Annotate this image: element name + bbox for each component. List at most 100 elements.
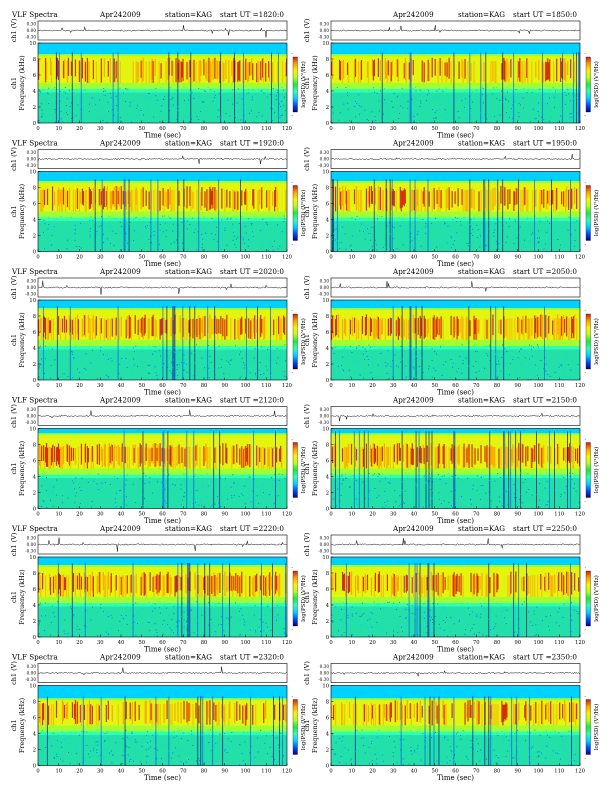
x-tick-label: 20 xyxy=(76,126,83,132)
x-tick-label: 40 xyxy=(411,126,418,132)
panel-station: station=KAG xyxy=(165,524,212,533)
x-axis-label: Time (sec) xyxy=(144,260,181,268)
y-tick-label: 6 xyxy=(326,458,329,464)
x-tick-label: 60 xyxy=(159,769,166,775)
x-axis-label: Time (sec) xyxy=(144,774,181,782)
x-tick-label: 50 xyxy=(431,640,438,646)
waveform-trace xyxy=(330,153,581,161)
colorbar xyxy=(585,442,591,498)
y-axis-label: Frequency (kHz) xyxy=(18,440,26,496)
colorbar-tick-label: - xyxy=(585,500,587,505)
panel-start-time: start UT =1850:0 xyxy=(513,10,577,19)
x-tick-label: 90 xyxy=(514,769,521,775)
y-tick-label: 0 xyxy=(326,121,329,127)
x-tick-label: 20 xyxy=(369,512,376,518)
x-tick-label: 110 xyxy=(554,640,564,646)
waveform-axis-label: ch1 (V) xyxy=(10,661,18,685)
x-axis-label: Time (sec) xyxy=(437,389,474,397)
y-tick-label: 2 xyxy=(33,233,36,239)
x-tick-label: 100 xyxy=(534,769,544,775)
y-tick-label: 6 xyxy=(326,201,329,207)
y-axis-label: Frequency (kHz) xyxy=(311,569,319,625)
x-tick-label: 40 xyxy=(118,769,125,775)
waveform-axis-label: ch1 (V) xyxy=(303,275,311,299)
x-tick-label: 100 xyxy=(241,769,251,775)
x-tick-label: 40 xyxy=(118,512,125,518)
y-tick-label: 10 xyxy=(322,683,329,689)
x-tick-label: 120 xyxy=(282,126,292,132)
x-tick-label: 20 xyxy=(76,512,83,518)
colorbar-tick-label: - xyxy=(585,181,587,186)
waveform-tick-label: -0.30 xyxy=(318,677,329,682)
colorbar-tick-label: - xyxy=(292,371,294,376)
x-tick-label: 90 xyxy=(221,769,228,775)
panel-date: Apr242009 xyxy=(99,139,141,148)
panel-start-time: start UT =2320:0 xyxy=(220,653,284,662)
x-tick-label: 70 xyxy=(473,769,480,775)
y-axis-label: Frequency (kHz) xyxy=(311,312,319,368)
x-tick-label: 50 xyxy=(138,383,145,389)
x-tick-label: 50 xyxy=(431,512,438,518)
x-tick-label: 50 xyxy=(138,126,145,132)
waveform-tick-label: 0.00 xyxy=(320,285,330,290)
colorbar-tick-label: - xyxy=(585,566,587,571)
y-tick-label: 6 xyxy=(326,330,329,336)
x-tick-label: 10 xyxy=(55,512,62,518)
x-tick-label: 70 xyxy=(473,640,480,646)
y-tick-label: 2 xyxy=(33,747,36,753)
x-tick-label: 40 xyxy=(118,255,125,261)
waveform-tick-label: -0.30 xyxy=(25,677,36,682)
colorbar-tick-label: - xyxy=(585,757,587,762)
x-tick-label: 60 xyxy=(452,769,459,775)
x-tick-label: 120 xyxy=(575,383,585,389)
x-tick-label: 70 xyxy=(180,512,187,518)
x-tick-label: 100 xyxy=(241,512,251,518)
x-tick-label: 30 xyxy=(390,126,397,132)
y-tick-label: 2 xyxy=(326,362,329,368)
colorbar-label: log(PSD) (V²/Hz) xyxy=(593,61,600,108)
colorbar xyxy=(292,442,298,498)
x-tick-label: 0 xyxy=(36,769,39,775)
x-tick-label: 90 xyxy=(514,126,521,132)
waveform-trace xyxy=(37,537,288,552)
x-tick-label: 70 xyxy=(180,640,187,646)
waveform-axis-label: ch1 (V) xyxy=(10,18,18,42)
x-tick-label: 0 xyxy=(329,383,332,389)
y-tick-label: 10 xyxy=(29,298,36,304)
x-tick-label: 100 xyxy=(241,640,251,646)
colorbar-label: log(PSD) (V²/Hz) xyxy=(300,575,307,622)
y-tick-label: 0 xyxy=(33,763,36,769)
waveform-tick-label: -0.30 xyxy=(25,549,36,554)
colorbar-tick-label: - xyxy=(292,566,294,571)
colorbar xyxy=(292,185,298,241)
x-tick-label: 60 xyxy=(452,383,459,389)
x-axis-label: Time (sec) xyxy=(437,774,474,782)
colorbar-label: log(PSD) (V²/Hz) xyxy=(300,318,307,365)
spectrogram-panel: VLF Spectra Apr242009 station=KAG start UT … xyxy=(10,10,307,140)
panel-station: station=KAG xyxy=(165,139,212,148)
spectrogram-panel: Apr242009 station=KAG start UT =1850:0 0.30… xyxy=(303,10,600,140)
y-tick-label: 6 xyxy=(33,715,36,721)
x-tick-label: 10 xyxy=(348,255,355,261)
panel-header-title: VLF Spectra xyxy=(11,653,58,662)
panel-start-time: start UT =2150:0 xyxy=(513,396,577,405)
y-axis-channel-label: ch1 xyxy=(10,720,18,732)
spectrogram-panel: VLF Spectra Apr242009 station=KAG start UT … xyxy=(10,139,307,269)
spectrogram-panel: VLF Spectra Apr242009 station=KAG start UT … xyxy=(10,524,307,654)
y-tick-label: 8 xyxy=(326,314,329,320)
x-tick-label: 100 xyxy=(241,126,251,132)
y-tick-label: 4 xyxy=(326,217,330,223)
x-tick-label: 70 xyxy=(473,126,480,132)
y-tick-label: 10 xyxy=(29,426,36,432)
y-tick-label: 10 xyxy=(322,555,329,561)
panel-header-title: VLF Spectra xyxy=(11,267,58,276)
x-tick-label: 90 xyxy=(221,126,228,132)
colorbar-tick-label: - xyxy=(585,309,587,314)
panel-date: Apr242009 xyxy=(392,396,434,405)
x-tick-label: 40 xyxy=(411,255,418,261)
spectrogram-image xyxy=(38,428,287,509)
x-tick-label: 110 xyxy=(554,255,564,261)
colorbar-tick-label: - xyxy=(292,114,294,119)
panel-header-title: VLF Spectra xyxy=(11,396,58,405)
x-tick-label: 120 xyxy=(282,640,292,646)
